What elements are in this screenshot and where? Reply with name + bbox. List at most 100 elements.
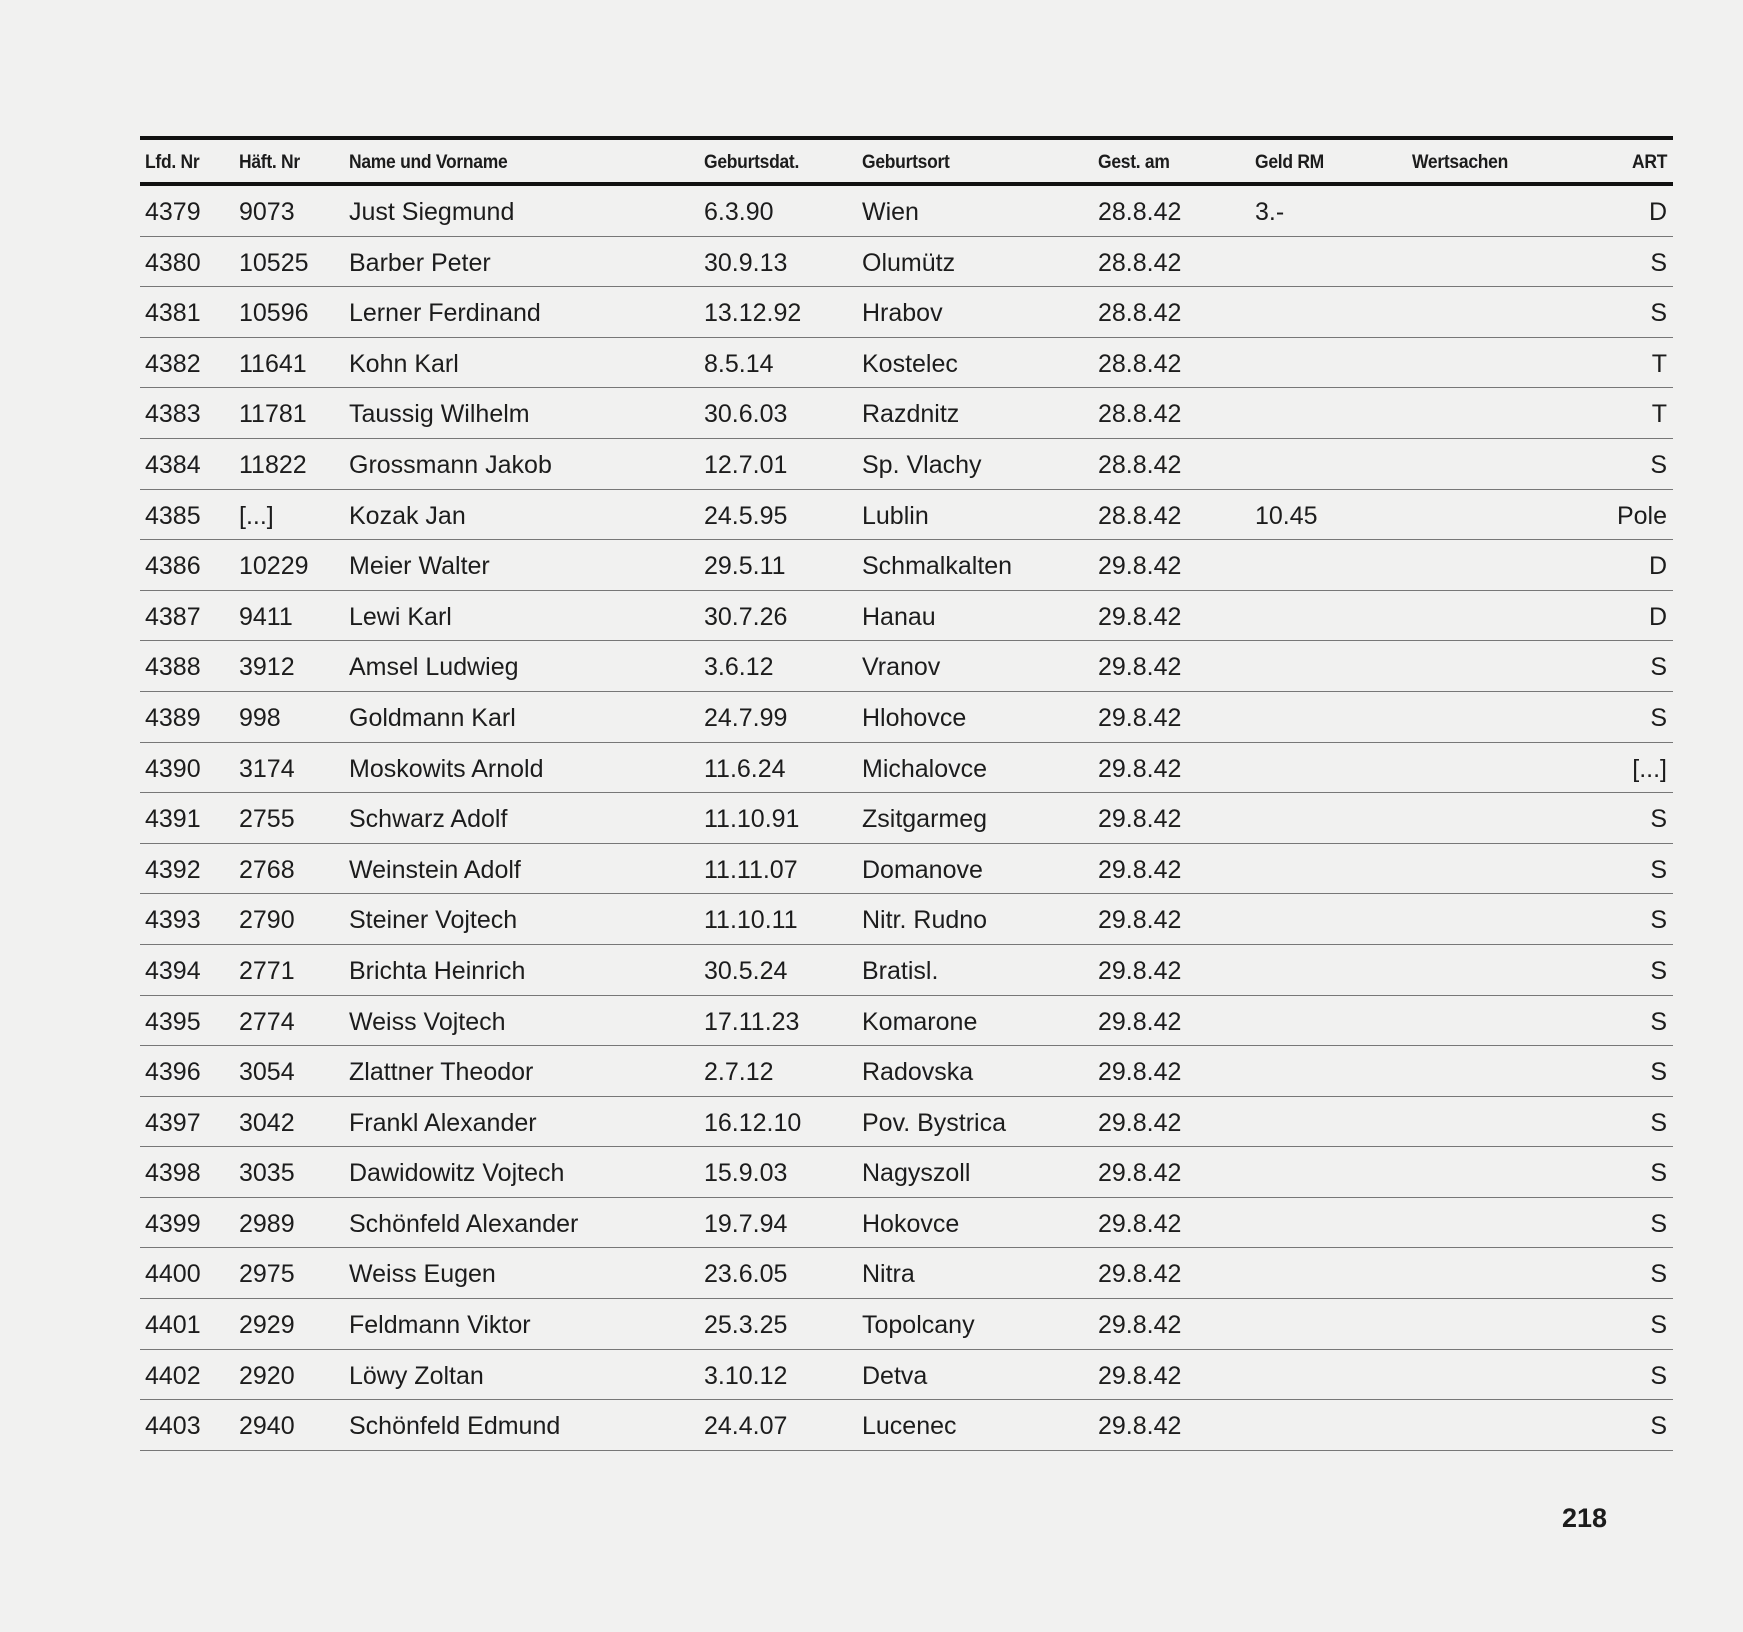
cell-death-date: 28.8.42 (1098, 299, 1182, 328)
table-row: 4400 2975 Weiss Eugen 23.6.05 Nitra 29.8.42 S (140, 1248, 1673, 1300)
cell-lfd-nr: 4385 (145, 501, 201, 530)
cell-lfd-nr: 4400 (145, 1260, 201, 1289)
cell-art: S (1650, 1361, 1667, 1390)
cell-lfd-nr: 4402 (145, 1361, 201, 1390)
cell-birth-date: 2.7.12 (704, 1058, 774, 1087)
cell-birth-date: 24.5.95 (704, 501, 788, 530)
cell-haeft-nr: 3035 (239, 1159, 295, 1188)
cell-birth-date: 23.6.05 (704, 1260, 788, 1289)
cell-name: Dawidowitz Vojtech (349, 1159, 565, 1188)
cell-haeft-nr: 3054 (239, 1058, 295, 1087)
cell-birth-place: Hanau (862, 602, 936, 631)
cell-lfd-nr: 4386 (145, 552, 201, 581)
cell-art: T (1651, 349, 1667, 378)
cell-name: Brichta Heinrich (349, 956, 526, 985)
cell-lfd-nr: 4379 (145, 198, 201, 226)
cell-name: Schönfeld Alexander (349, 1209, 579, 1238)
cell-haeft-nr: 2755 (239, 805, 295, 834)
cell-birth-place: Michalovce (862, 754, 988, 783)
cell-death-date: 28.8.42 (1098, 198, 1182, 226)
header-lfd-nr: Lfd. Nr (145, 152, 200, 173)
cell-lfd-nr: 4388 (145, 653, 201, 682)
cell-birth-place: Lublin (862, 501, 929, 530)
cell-death-date: 29.8.42 (1098, 653, 1182, 682)
cell-art: S (1650, 1209, 1667, 1238)
table-row: 4403 2940 Schönfeld Edmund 24.4.07 Lucenec 29… (140, 1400, 1673, 1451)
cell-birth-date: 11.6.24 (704, 754, 786, 783)
table-row: 4384 11822 Grossmann Jakob 12.7.01 Sp. Vlach… (140, 439, 1673, 490)
cell-haeft-nr: 2771 (239, 956, 295, 985)
cell-birth-date: 3.10.12 (704, 1361, 788, 1390)
cell-birth-date: 24.7.99 (704, 703, 788, 732)
cell-death-date: 29.8.42 (1098, 1007, 1182, 1036)
cell-death-date: 28.8.42 (1098, 400, 1182, 429)
header-haeft-nr: Häft. Nr (239, 152, 300, 173)
cell-lfd-nr: 4403 (145, 1412, 201, 1441)
cell-name: Just Siegmund (349, 198, 515, 226)
cell-money-rm: 3.- (1255, 198, 1285, 226)
cell-death-date: 29.8.42 (1098, 1058, 1182, 1087)
cell-haeft-nr: 11641 (239, 349, 307, 378)
cell-lfd-nr: 4380 (145, 248, 201, 277)
cell-death-date: 29.8.42 (1098, 956, 1182, 985)
cell-death-date: 28.8.42 (1098, 349, 1182, 378)
page-number: 218 (1562, 1503, 1608, 1533)
cell-haeft-nr: 998 (239, 703, 281, 732)
cell-lfd-nr: 4396 (145, 1058, 201, 1087)
cell-art: S (1650, 299, 1667, 328)
cell-art: S (1650, 703, 1667, 732)
cell-art: S (1650, 956, 1667, 985)
header-birth-date: Geburtsdat. (704, 152, 800, 173)
cell-name: Weiss Eugen (349, 1260, 496, 1289)
cell-name: Lerner Ferdinand (349, 299, 541, 328)
cell-birth-date: 13.12.92 (704, 299, 802, 328)
cell-birth-place: Razdnitz (862, 400, 960, 429)
cell-death-date: 29.8.42 (1098, 1412, 1182, 1441)
cell-art: S (1650, 1260, 1667, 1289)
table-row: 4397 3042 Frankl Alexander 16.12.10 Pov. Bys… (140, 1097, 1673, 1148)
cell-name: Weinstein Adolf (349, 855, 521, 884)
cell-lfd-nr: 4398 (145, 1159, 201, 1188)
table-row: 4391 2755 Schwarz Adolf 11.10.91 Zsitgarmeg 2… (140, 793, 1673, 844)
cell-lfd-nr: 4383 (145, 400, 201, 429)
cell-lfd-nr: 4382 (145, 349, 201, 378)
cell-art: S (1650, 1159, 1667, 1188)
cell-lfd-nr: 4381 (145, 299, 201, 328)
cell-birth-date: 19.7.94 (704, 1209, 788, 1238)
cell-birth-place: Zsitgarmeg (862, 805, 988, 834)
cell-art: S (1650, 1058, 1667, 1087)
cell-haeft-nr: 2989 (239, 1209, 295, 1238)
cell-art: D (1648, 552, 1667, 581)
cell-death-date: 29.8.42 (1098, 552, 1182, 581)
table-row: 4387 9411 Lewi Karl 30.7.26 Hanau 29.8.42 D (140, 591, 1673, 642)
cell-money-rm: 10.45 (1255, 501, 1318, 530)
cell-art: D (1648, 198, 1667, 226)
header-valuables: Wertsachen (1412, 152, 1509, 173)
cell-art: S (1650, 906, 1667, 935)
cell-haeft-nr: 3174 (239, 754, 295, 783)
header-birth-place: Geburtsort (862, 152, 950, 173)
header-money-rm: Geld RM (1255, 152, 1324, 173)
table-row: 4401 2929 Feldmann Viktor 25.3.25 Topolcany 2… (140, 1299, 1673, 1350)
cell-birth-date: 11.10.11 (704, 906, 798, 935)
cell-birth-date: 6.3.90 (704, 198, 774, 226)
table-row: 4383 11781 Taussig Wilhelm 30.6.03 Razdnitz 2… (140, 388, 1673, 439)
cell-name: Kozak Jan (349, 501, 466, 530)
table-row: 4398 3035 Dawidowitz Vojtech 15.9.03 Nagyszo… (140, 1147, 1673, 1198)
cell-name: Weiss Vojtech (349, 1007, 506, 1036)
cell-haeft-nr: 3912 (239, 653, 295, 682)
cell-lfd-nr: 4384 (145, 450, 201, 479)
cell-art: S (1650, 1412, 1667, 1441)
cell-name: Kohn Karl (349, 349, 459, 378)
cell-birth-place: Vranov (862, 653, 941, 682)
cell-art: S (1650, 1108, 1667, 1137)
cell-haeft-nr: 10525 (239, 248, 309, 277)
cell-lfd-nr: 4389 (145, 703, 201, 732)
cell-haeft-nr: 9073 (239, 198, 295, 226)
cell-name: Löwy Zoltan (349, 1361, 484, 1390)
cell-name: Schwarz Adolf (349, 805, 508, 834)
cell-name: Moskowits Arnold (349, 754, 544, 783)
cell-lfd-nr: 4387 (145, 602, 201, 631)
cell-name: Taussig Wilhelm (349, 400, 530, 429)
death-register-table: Lfd. Nr Häft. Nr Name und Vorname Geburtsda… (140, 136, 1673, 1451)
